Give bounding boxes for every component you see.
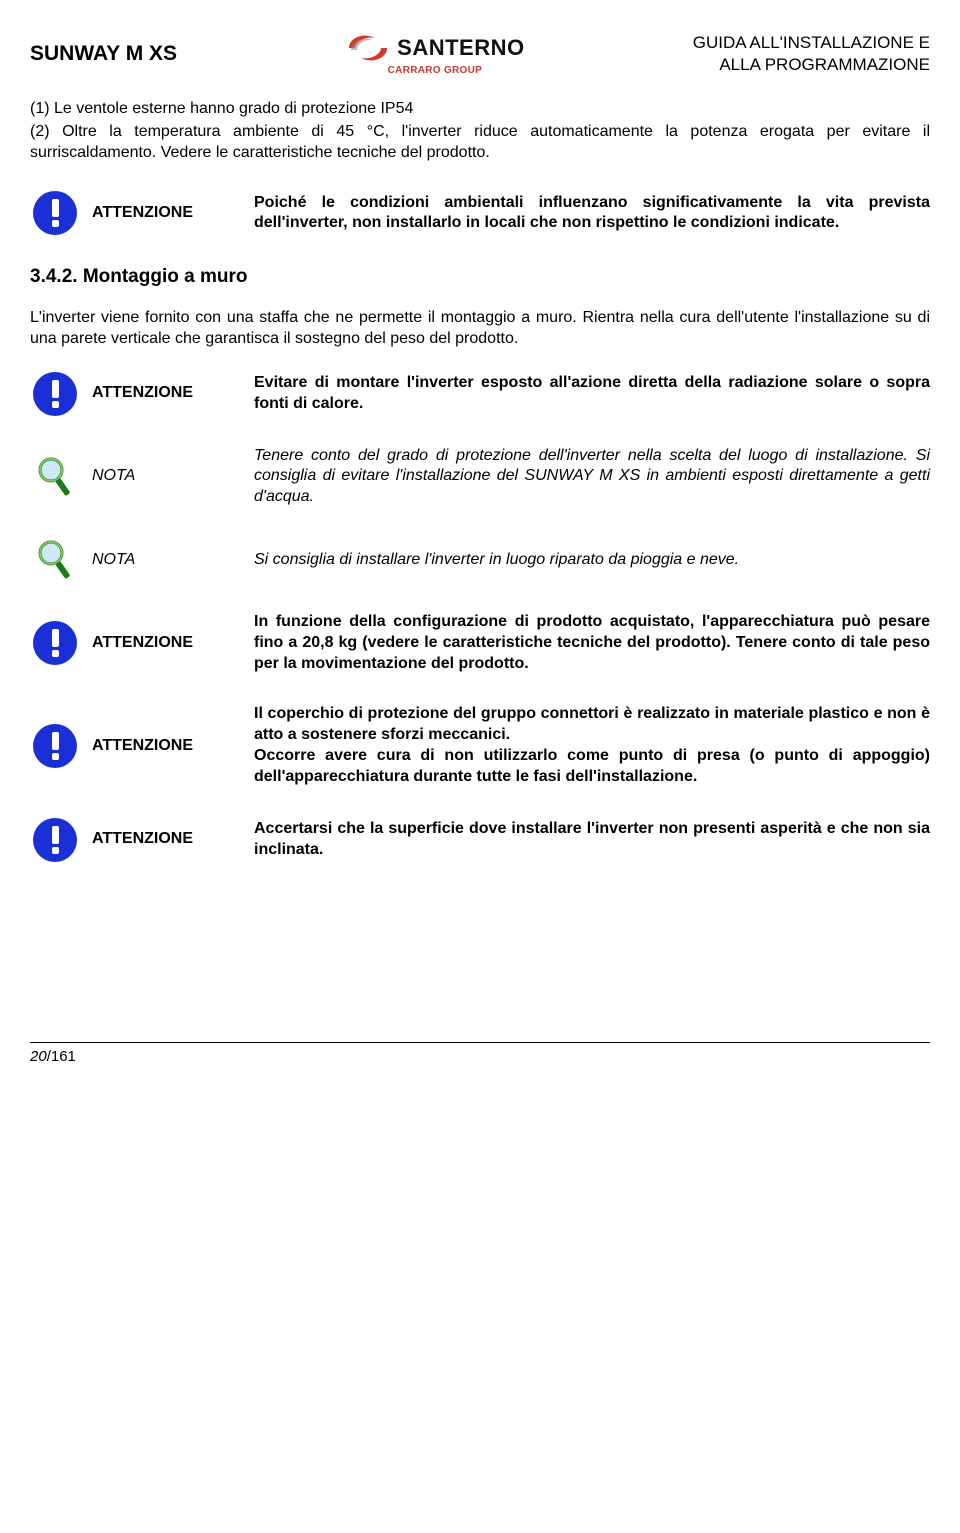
warning-block-2: ATTENZIONE Evitare di montare l'inverter…: [30, 372, 930, 416]
warning-block-4: ATTENZIONE Il coperchio di protezione de…: [30, 704, 930, 787]
note-block-1: NOTA Tenere conto del grado di protezion…: [30, 446, 930, 508]
brand-name: SANTERNO: [397, 34, 524, 63]
magnifier-icon: [30, 538, 80, 582]
page-current: 20: [30, 1048, 47, 1065]
attention-icon: [30, 372, 80, 416]
attention-label: ATTENZIONE: [92, 383, 242, 404]
warning-text-5: Accertarsi che la superficie dove instal…: [254, 819, 930, 861]
page-footer: 20/161: [30, 1042, 930, 1067]
attention-label: ATTENZIONE: [92, 633, 242, 654]
page-total: 161: [51, 1048, 76, 1065]
attention-icon: [30, 191, 80, 235]
warning-text-3: In funzione della configurazione di prod…: [254, 612, 930, 674]
brand-subtitle: CARRARO GROUP: [388, 64, 482, 77]
footnote-2: (2) Oltre la temperatura ambiente di 45 …: [30, 122, 930, 164]
note-text-1: Tenere conto del grado di protezione del…: [254, 446, 930, 508]
warning-text-2: Evitare di montare l'inverter esposto al…: [254, 373, 930, 415]
attention-icon: [30, 724, 80, 768]
warning-block-1: ATTENZIONE Poiché le condizioni ambienta…: [30, 191, 930, 235]
footnote-1: (1) Le ventole esterne hanno grado di pr…: [30, 99, 930, 120]
nota-label: NOTA: [92, 550, 242, 571]
brand-logo: SANTERNO CARRARO GROUP: [345, 30, 524, 77]
page-header: SUNWAY M XS SANTERNO CARRARO GROUP GUIDA…: [30, 30, 930, 77]
doc-title-line1: GUIDA ALL'INSTALLAZIONE E: [693, 33, 930, 52]
section-paragraph: L'inverter viene fornito con una staffa …: [30, 308, 930, 350]
note-text-2: Si consiglia di installare l'inverter in…: [254, 550, 930, 571]
attention-label: ATTENZIONE: [92, 736, 242, 757]
product-name: SUNWAY M XS: [30, 40, 177, 67]
document-title: GUIDA ALL'INSTALLAZIONE E ALLA PROGRAMMA…: [693, 32, 930, 75]
warning-text-1: Poiché le condizioni ambientali influenz…: [254, 193, 930, 235]
warning-text-4: Il coperchio di protezione del gruppo co…: [254, 704, 930, 787]
intro-notes: (1) Le ventole esterne hanno grado di pr…: [30, 99, 930, 163]
attention-label: ATTENZIONE: [92, 829, 242, 850]
attention-label: ATTENZIONE: [92, 203, 242, 224]
warning-block-5: ATTENZIONE Accertarsi che la superficie …: [30, 818, 930, 862]
attention-icon: [30, 818, 80, 862]
magnifier-icon: [30, 455, 80, 499]
logo-swirl-icon: [345, 30, 391, 66]
attention-icon: [30, 621, 80, 665]
nota-label: NOTA: [92, 466, 242, 487]
section-heading: 3.4.2. Montaggio a muro: [30, 265, 930, 290]
warning-block-3: ATTENZIONE In funzione della configurazi…: [30, 612, 930, 674]
doc-title-line2: ALLA PROGRAMMAZIONE: [719, 55, 930, 74]
note-block-2: NOTA Si consiglia di installare l'invert…: [30, 538, 930, 582]
